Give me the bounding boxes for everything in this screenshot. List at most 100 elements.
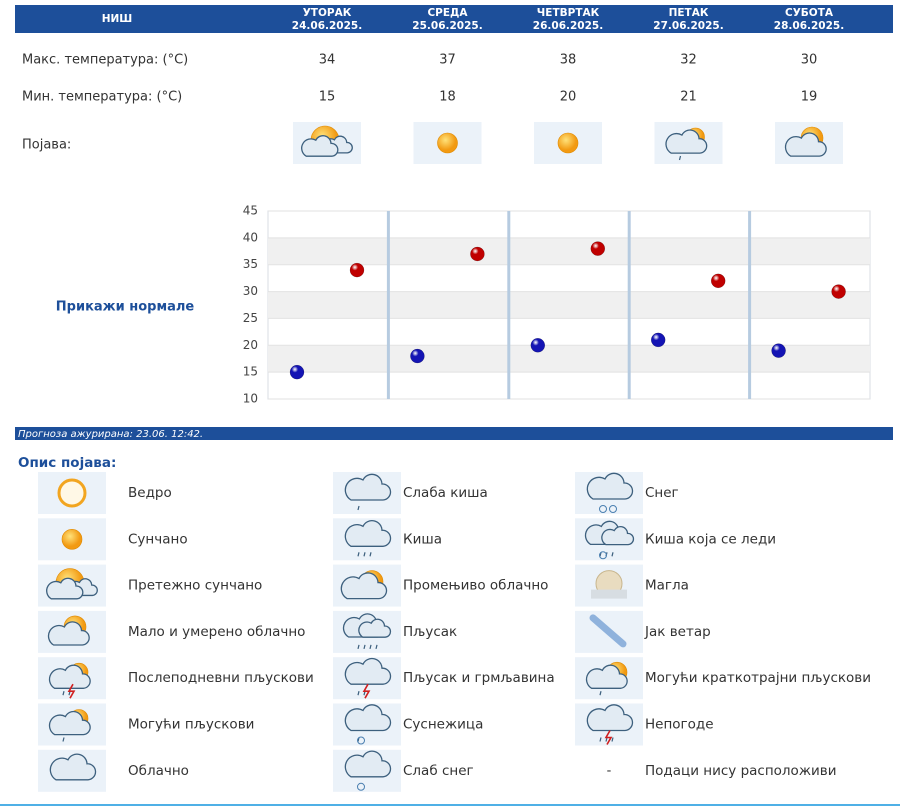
legend-label: Подаци нису расположиви (645, 763, 836, 779)
legend-label: Промењиво облачно (403, 578, 548, 594)
y-tick-label: 40 (243, 230, 258, 244)
day-date: 26.06.2025. (533, 20, 603, 32)
max-temp: 32 (680, 53, 697, 68)
legend-label: Пљусак и грмљавина (403, 670, 555, 686)
day-name: УТОРАК (303, 7, 352, 19)
icon-cloud (358, 618, 392, 638)
icon-cloud (344, 473, 392, 501)
max-temp: 38 (560, 53, 577, 68)
icon-cloud (301, 135, 339, 157)
icon-bolt (362, 683, 371, 699)
temp-point (470, 246, 485, 262)
icon-drop (357, 552, 360, 557)
legend-label: Слаб снег (403, 763, 474, 779)
updated: Прогноза ажурирана: 23.06. 12:42. (18, 429, 203, 440)
icon-sun (557, 132, 579, 154)
y-tick-label: 20 (243, 338, 258, 352)
legend-label: Суснежица (403, 717, 483, 733)
icon-cloud (49, 753, 97, 781)
icon-fog (591, 589, 627, 599)
icon-sun (57, 478, 87, 508)
legend-label: Ведро (128, 485, 172, 501)
icon-cloud (344, 704, 392, 732)
icon-drop (357, 644, 360, 650)
min-temp: 20 (560, 90, 577, 105)
legend-label: Киша (403, 531, 442, 547)
day-date: 28.06.2025. (774, 20, 844, 32)
icon-drop (62, 691, 65, 696)
max-temp: 30 (801, 53, 818, 68)
day-date: 27.06.2025. (653, 20, 723, 32)
icon-cloud (48, 710, 91, 736)
icon-drop (357, 505, 360, 511)
temp-point (410, 348, 425, 364)
day-name: ПЕТАК (669, 7, 709, 19)
y-tick-label: 10 (243, 392, 258, 406)
max-label: Макс. температура: (°C) (22, 53, 188, 68)
temp-point (650, 332, 666, 348)
icon-cloud (665, 129, 708, 154)
header-bar (15, 5, 893, 33)
legend-label: Пљусак (403, 624, 457, 640)
day-name: СУБОТА (785, 7, 834, 19)
legend-label: Мало и умерено облачно (128, 624, 305, 640)
legend-label: Претежно сунчано (128, 578, 262, 594)
icon-flake (599, 551, 607, 560)
min-temp: 18 (439, 90, 456, 105)
legend-label: Магла (645, 578, 689, 594)
normals-link[interactable]: Прикажи нормале (56, 300, 195, 315)
icon-sun (61, 528, 83, 550)
icon-cloud (601, 526, 635, 546)
legend-label: Сунчано (128, 531, 188, 547)
max-temp: 37 (439, 53, 456, 68)
icon-wind (589, 614, 627, 648)
icon-cloud (48, 664, 91, 689)
grid-band (268, 237, 870, 265)
icon-cloud (340, 572, 388, 600)
icon-cloud (47, 621, 90, 646)
y-tick-label: 30 (243, 284, 258, 298)
legend-label: Облачно (128, 763, 189, 779)
icon-drop (678, 155, 682, 161)
legend-label: Слаба киша (403, 485, 488, 501)
icon-drop (369, 644, 372, 650)
legend-label: Киша која се леди (645, 531, 776, 547)
icon-drop (611, 552, 614, 557)
updated-bar (15, 427, 893, 440)
icon-flake (599, 505, 607, 513)
legend-symbol: - (607, 763, 612, 778)
icon-drop (363, 644, 366, 650)
icon-drop (363, 552, 366, 557)
day-date: 24.06.2025. (292, 20, 362, 32)
icon-cloud (585, 664, 628, 689)
icon-sun (437, 132, 458, 154)
min-temp: 19 (801, 90, 818, 105)
icon-cloud (344, 520, 392, 547)
y-tick-label: 45 (243, 204, 258, 218)
legend-title: Опис појава: (18, 455, 116, 471)
icon-cloud (46, 577, 84, 600)
legend-label: Послеподневни пљускови (128, 670, 314, 686)
temp-point (831, 284, 846, 299)
min-temp: 21 (680, 90, 697, 105)
temp-point (771, 343, 786, 358)
icon-drop (599, 691, 602, 696)
icon-cloud (586, 472, 634, 500)
temp-point (530, 338, 546, 353)
legend-label: Могући пљускови (128, 717, 254, 733)
phenomenon-label: Појава: (22, 138, 71, 153)
legend-label: Могући краткотрајни пљускови (645, 670, 871, 686)
icon-cloud (586, 704, 634, 732)
y-tick-label: 35 (243, 257, 258, 271)
grid-band (268, 345, 870, 373)
max-temp: 34 (319, 53, 336, 68)
min-label: Мин. температура: (°C) (22, 90, 182, 105)
temp-point (710, 273, 726, 289)
legend-label: Непогоде (645, 717, 714, 733)
grid-band (268, 291, 870, 319)
icon-drop (611, 737, 614, 742)
icon-flake (357, 736, 365, 745)
min-temp: 15 (319, 90, 336, 105)
temp-point (349, 262, 365, 278)
